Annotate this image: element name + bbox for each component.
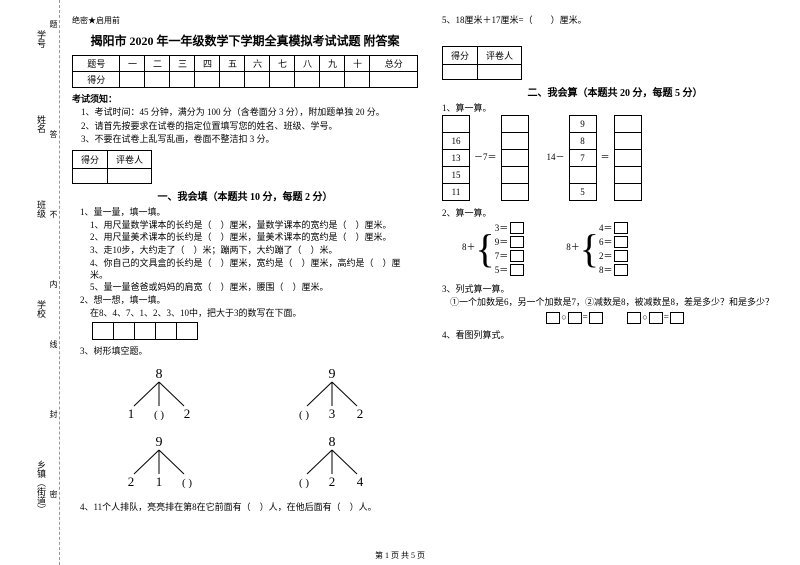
table-col: 七: [270, 56, 295, 72]
right-column: 5、18厘米＋17厘米=（ ）厘米。 得分评卷人 二、我会算（本题共 20 分，…: [430, 0, 800, 565]
table-col: 三: [170, 56, 195, 72]
score-cell: 评卷人: [478, 46, 522, 64]
svg-text:3: 3: [328, 406, 335, 421]
expr-boxes: ○= ○=: [442, 312, 788, 324]
table-col: 四: [195, 56, 220, 72]
calc-block-2: 8＋ { 3＝ 9＝ 7＝ 5＝ 8＋ { 4＝ 6＝ 2＝ 8＝: [462, 221, 788, 276]
seal-char: 线: [48, 340, 59, 348]
svg-text:9: 9: [155, 435, 162, 450]
svg-text:1: 1: [155, 474, 162, 489]
svg-text:( ): ( ): [298, 477, 308, 489]
question: 2、想一想，填一填。: [80, 295, 418, 307]
svg-text:( ): ( ): [298, 409, 308, 421]
subq: 在8、4、7、1、2、3、10中，把大于3的数写在下面。: [90, 308, 418, 320]
section-title: 一、我会填（本题共 10 分，每题 2 分）: [72, 188, 418, 203]
seal-char: 答: [48, 130, 59, 138]
score-box: 得分评卷人: [72, 150, 152, 184]
bind-label: 学号: [35, 30, 48, 48]
table-col: 十: [345, 56, 370, 72]
answer-boxes: [92, 322, 418, 340]
subq: 5、量一量爸爸或妈妈的肩宽（ ）厘米，腰围（ ）厘米。: [90, 282, 418, 294]
question: 1、算一算。: [442, 103, 788, 115]
question: 3、树形填空题。: [80, 346, 418, 358]
score-box: 得分评卷人: [442, 46, 522, 80]
question: 1、量一量，填一填。: [80, 207, 418, 219]
seal-char: 密: [48, 490, 59, 498]
question: 4、看图列算式。: [442, 330, 788, 342]
secret-label: 绝密★启用前: [72, 15, 418, 26]
svg-text:1: 1: [127, 406, 134, 421]
table-col: 总分: [370, 56, 418, 72]
calc-block-1: 16 13 15 11 －7＝ 14－ 9 8 7 5: [442, 115, 788, 200]
subq: 4、你自己的文具盒的长约是（ ）厘米，宽约是（ ）厘米，高约是（ ）厘米。: [90, 258, 418, 281]
svg-text:2: 2: [328, 474, 335, 489]
question: 3、列式算一算。: [442, 284, 788, 296]
score-cell: 评卷人: [108, 151, 152, 169]
table-head: 得分: [73, 72, 120, 88]
svg-text:8: 8: [155, 367, 162, 382]
binding-column: 学号 姓名 班级 学校 乡镇（街道） 题 答 不 内 线 封 密: [0, 0, 60, 565]
question: 4、11个人排队，亮亮排在第8在它前面有（ ）人，在他后面有（ ）人。: [80, 502, 418, 514]
bind-label: 班级: [35, 200, 48, 218]
table-col: 二: [145, 56, 170, 72]
notice-head: 考试须知：: [72, 92, 418, 105]
score-table: 题号 一 二 三 四 五 六 七 八 九 十 总分 得分: [72, 55, 418, 88]
svg-text:2: 2: [356, 406, 363, 421]
section-title: 二、我会算（本题共 20 分，每题 5 分）: [442, 84, 788, 99]
notice-item: 2、请首先按要求在试卷的指定位置填写您的姓名、班级、学号。: [72, 121, 418, 133]
svg-text:4: 4: [356, 474, 363, 489]
seal-char: 内: [48, 280, 59, 288]
subq: 1、用尺量数学课本的长约是（ ）厘米，量数学课本的宽约是（ ）厘米。: [90, 220, 418, 232]
exam-title: 揭阳市 2020 年一年级数学下学期全真模拟考试试题 附答案: [72, 32, 418, 49]
table-head: 题号: [73, 56, 120, 72]
svg-text:( ): ( ): [153, 409, 163, 421]
tree-1: 8 1 ( ) 2: [109, 366, 209, 426]
subq: ①一个加数是6，另一个加数是7，②减数是8，被减数昰8，差是多少？和是多少？: [450, 297, 788, 309]
tree-diagrams-2: 9 2 1 ( ) 8 ( ) 2 4: [72, 434, 418, 494]
tree-4: 8 ( ) 2 4: [282, 434, 382, 494]
notice-item: 1、考试时间：45 分钟，满分为 100 分（含卷面分 3 分），附加题单独 2…: [72, 107, 418, 119]
question: 2、算一算。: [442, 208, 788, 220]
question: 5、18厘米＋17厘米=（ ）厘米。: [442, 15, 788, 27]
seal-char: 封: [48, 410, 59, 418]
seal-char: 题: [48, 20, 59, 28]
score-cell: 得分: [443, 46, 478, 64]
subq: 2、用尺量美术课本的长约是（ ）厘米，量美术课本的宽约是（ ）厘米。: [90, 232, 418, 244]
svg-text:( ): ( ): [181, 477, 191, 489]
tree-diagrams: 8 1 ( ) 2 9 ( ) 3 2: [72, 366, 418, 426]
tree-3: 9 2 1 ( ): [109, 434, 209, 494]
bind-label: 乡镇（街道）: [35, 460, 48, 514]
table-col: 一: [120, 56, 145, 72]
left-column: 绝密★启用前 揭阳市 2020 年一年级数学下学期全真模拟考试试题 附答案 题号…: [60, 0, 430, 565]
table-col: 九: [320, 56, 345, 72]
page-footer: 第 1 页 共 5 页: [0, 550, 800, 561]
score-cell: 得分: [73, 151, 108, 169]
svg-text:8: 8: [328, 435, 335, 450]
subq: 3、走10步，大约走了（ ）米；蹦两下，大约蹦了（ ）米。: [90, 245, 418, 257]
notice-item: 3、不要在试卷上乱写乱画，卷面不整洁扣 3 分。: [72, 134, 418, 146]
table-col: 五: [220, 56, 245, 72]
svg-text:2: 2: [127, 474, 134, 489]
svg-text:9: 9: [328, 367, 335, 382]
bind-label: 姓名: [35, 115, 48, 133]
tree-2: 9 ( ) 3 2: [282, 366, 382, 426]
seal-char: 不: [48, 210, 59, 218]
table-col: 六: [245, 56, 270, 72]
svg-text:2: 2: [183, 406, 190, 421]
bind-label: 学校: [35, 300, 48, 318]
table-col: 八: [295, 56, 320, 72]
